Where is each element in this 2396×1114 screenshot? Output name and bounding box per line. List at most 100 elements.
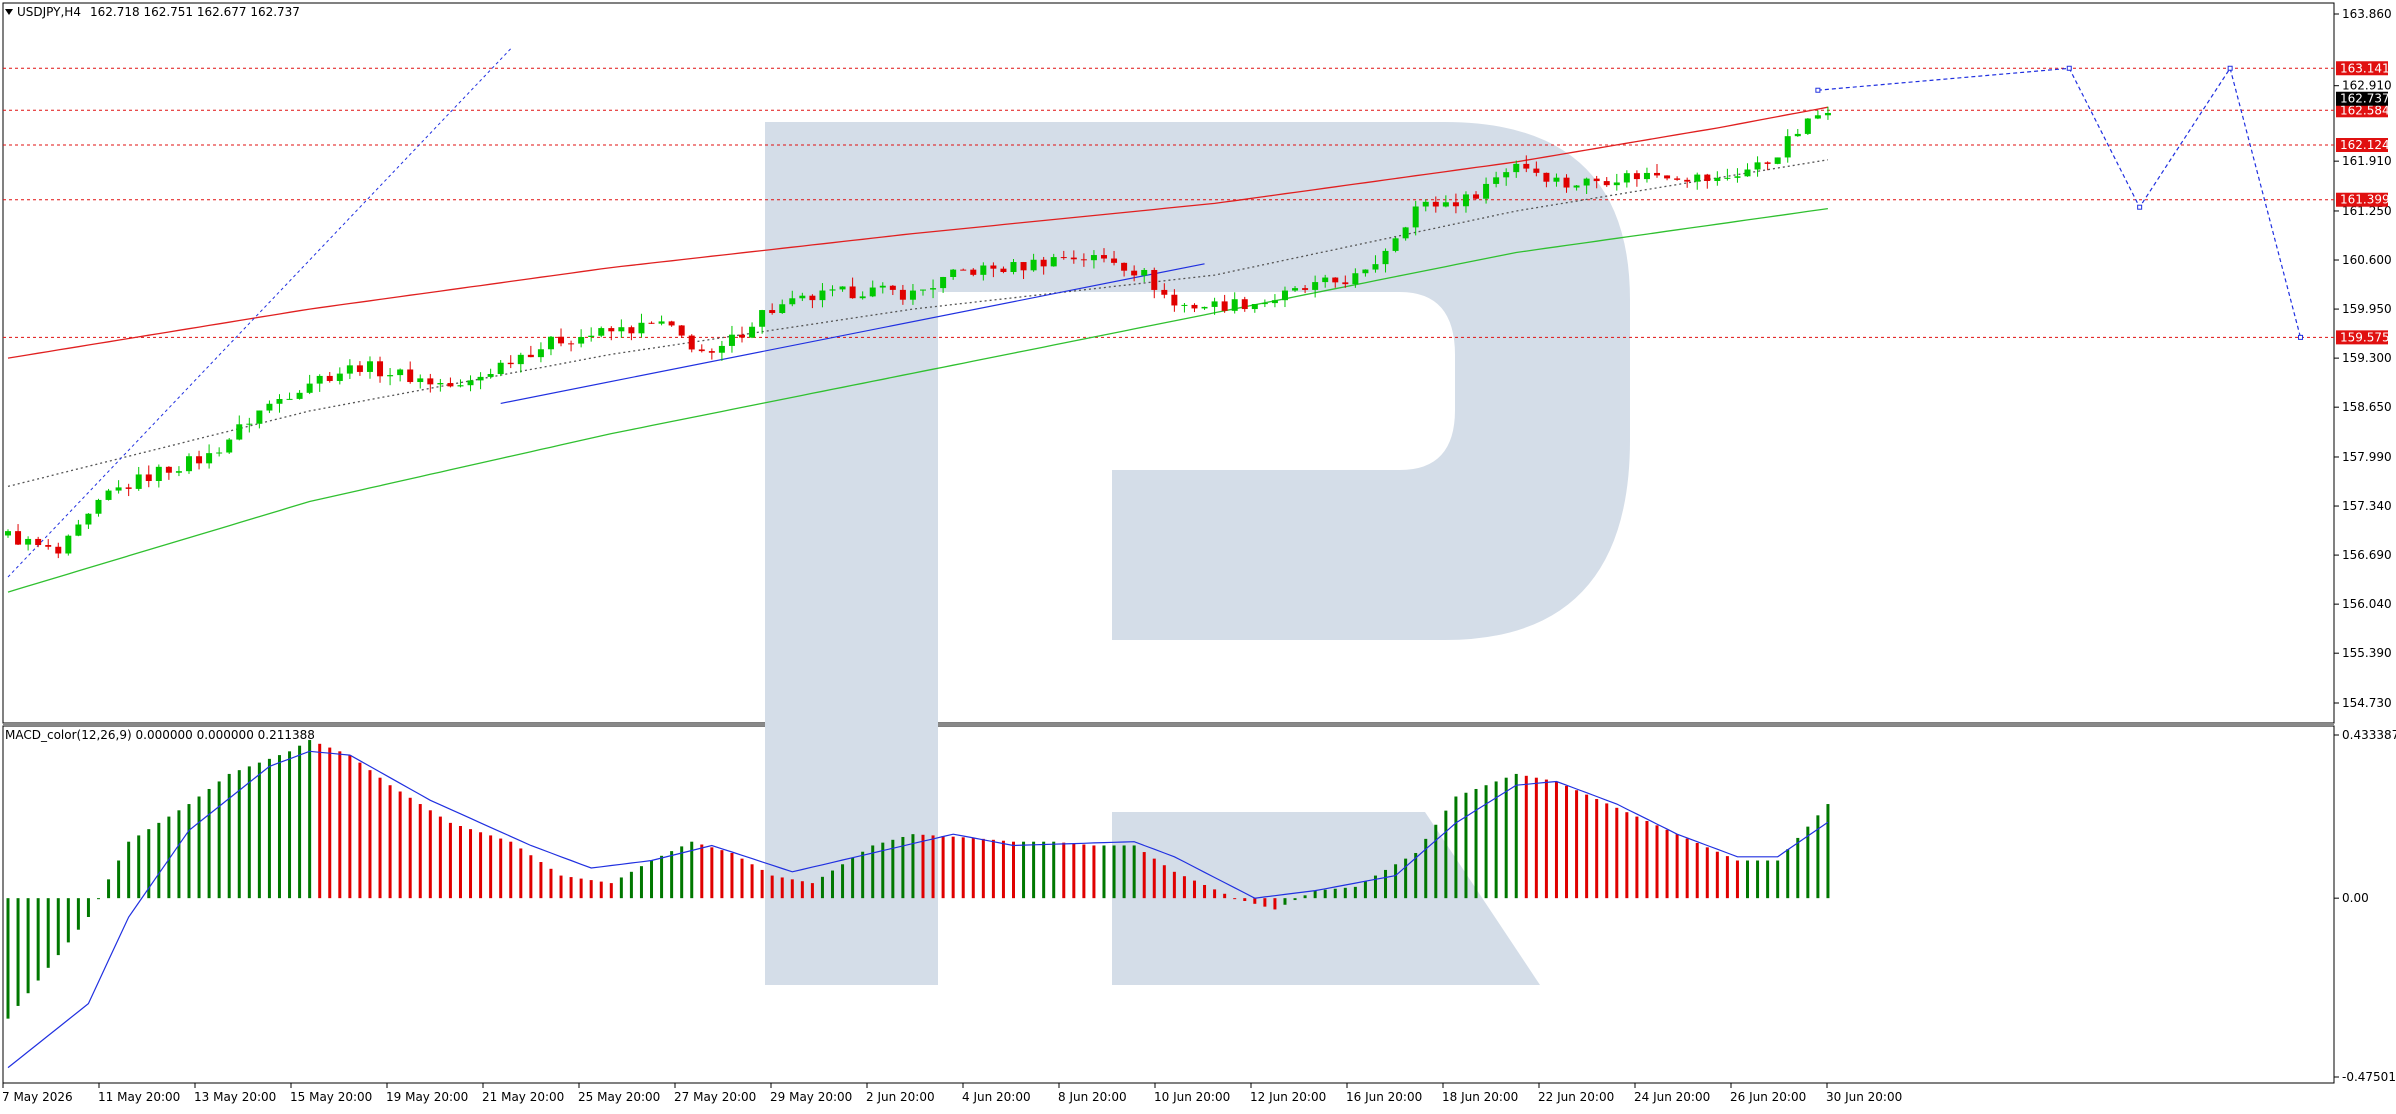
candle xyxy=(1261,299,1268,308)
candle xyxy=(1221,294,1228,313)
candle xyxy=(377,356,384,383)
symbol-label: USDJPY,H4 xyxy=(17,5,81,19)
macd-bar xyxy=(197,796,201,899)
candle xyxy=(1794,128,1801,137)
candle xyxy=(578,329,585,348)
macd-bar xyxy=(1474,788,1478,899)
time-tick-label: 29 May 20:00 xyxy=(770,1090,852,1104)
macd-bar xyxy=(1756,860,1760,899)
ma-red-line[interactable] xyxy=(7,106,1829,359)
candle xyxy=(829,285,836,297)
macd-bar xyxy=(1263,898,1267,907)
macd-bar xyxy=(1172,871,1176,899)
candle xyxy=(1171,289,1178,312)
forecast-node xyxy=(2298,334,2304,340)
candle xyxy=(65,534,72,556)
macd-bar xyxy=(1826,804,1830,899)
candle xyxy=(25,536,32,551)
candle xyxy=(517,352,524,373)
macd-bar xyxy=(26,898,30,994)
time-tick-label: 18 Jun 20:00 xyxy=(1442,1090,1518,1104)
macd-bar xyxy=(167,816,171,899)
macd-bar xyxy=(841,864,845,899)
macd-bar xyxy=(338,751,342,899)
time-axis: 7 May 2026 11 May 20:00 13 May 20:00 15 May… xyxy=(2,1083,1902,1104)
candle xyxy=(1503,168,1510,186)
candle xyxy=(1121,262,1128,277)
macd-bar xyxy=(147,829,151,899)
candle xyxy=(1412,200,1419,236)
candle xyxy=(437,378,444,392)
macd-bar xyxy=(1554,781,1558,899)
macd-bar xyxy=(891,839,895,899)
collapse-triangle-icon[interactable] xyxy=(5,9,13,15)
macd-bar xyxy=(267,758,271,899)
candle xyxy=(246,417,253,433)
trend-line[interactable] xyxy=(7,48,512,578)
macd-bar xyxy=(700,844,704,899)
candle xyxy=(1422,199,1429,212)
macd-bar xyxy=(1504,777,1508,899)
macd-bar xyxy=(991,839,995,899)
candle xyxy=(467,375,474,392)
candle xyxy=(266,400,273,414)
price-tick-label: 158.650 xyxy=(2342,400,2392,414)
ma-green-line[interactable] xyxy=(7,207,1828,593)
macd-bar xyxy=(96,898,100,900)
macd-bar xyxy=(951,836,955,899)
candle xyxy=(85,513,92,529)
macd-bar xyxy=(1534,777,1538,899)
candle xyxy=(909,284,916,305)
time-tick-label: 19 May 20:00 xyxy=(386,1090,468,1104)
candle xyxy=(397,368,404,382)
macd-axis: 0.433387 0.00 -0.475013 xyxy=(2334,728,2396,1084)
candle xyxy=(859,291,866,300)
macd-bar xyxy=(1695,842,1699,899)
candle xyxy=(608,326,615,341)
macd-bar xyxy=(1373,875,1377,899)
macd-bar xyxy=(1725,856,1729,899)
candle xyxy=(1533,161,1540,177)
macd-bar xyxy=(277,755,281,899)
macd-signal-line[interactable] xyxy=(7,750,1829,1069)
macd-bar xyxy=(1303,895,1307,899)
macd-bar xyxy=(901,836,905,899)
level-badge xyxy=(2336,330,2388,345)
trend-line[interactable] xyxy=(500,263,1205,404)
candle xyxy=(105,488,112,501)
macd-bar xyxy=(690,841,694,899)
price-tick-label: 154.730 xyxy=(2342,696,2392,710)
macd-bar xyxy=(1122,845,1126,899)
macd-bar xyxy=(187,804,191,899)
macd-bar xyxy=(519,848,523,899)
candle xyxy=(286,392,293,400)
macd-bar xyxy=(1082,844,1086,899)
macd-bar xyxy=(921,834,925,899)
candle xyxy=(718,340,725,361)
macd-bar xyxy=(639,866,643,899)
candle xyxy=(537,342,544,363)
time-tick-label: 4 Jun 20:00 xyxy=(962,1090,1031,1104)
candle xyxy=(206,444,213,469)
candle xyxy=(990,262,997,278)
time-tick-label: 26 Jun 20:00 xyxy=(1730,1090,1806,1104)
candle xyxy=(256,410,263,429)
macd-bar xyxy=(177,810,181,899)
macd-bar xyxy=(438,816,442,899)
candle xyxy=(1804,118,1811,136)
macd-bar xyxy=(1675,834,1679,899)
macd-bar xyxy=(1524,775,1528,899)
candle xyxy=(296,390,303,400)
macd-bar xyxy=(217,781,221,899)
candle xyxy=(15,524,22,546)
macd-bar xyxy=(328,747,332,899)
macd-bar xyxy=(660,855,664,899)
candle xyxy=(1352,268,1359,288)
macd-bar xyxy=(831,870,835,899)
candle xyxy=(487,368,494,379)
candle xyxy=(497,360,504,377)
candle xyxy=(95,498,102,517)
macd-bar xyxy=(1514,773,1518,899)
candle xyxy=(185,453,192,474)
candle xyxy=(1181,303,1188,313)
